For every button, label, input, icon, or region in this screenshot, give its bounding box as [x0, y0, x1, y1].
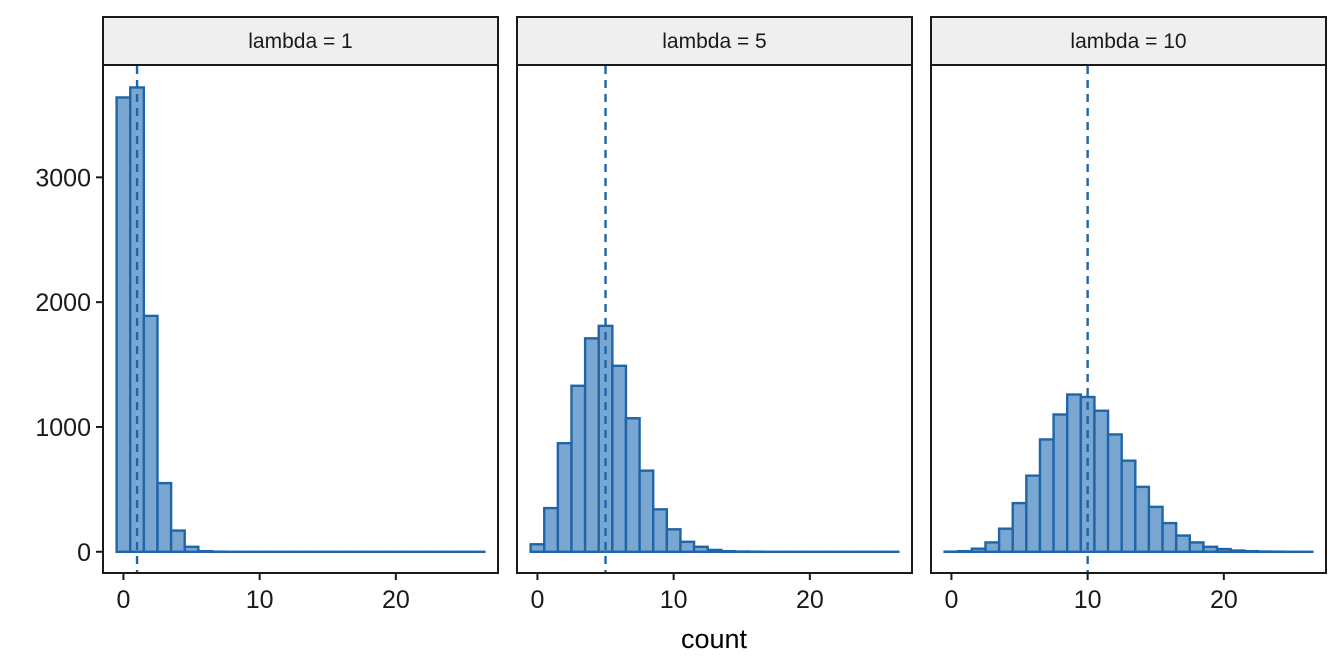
x-tick-label: 0	[944, 586, 958, 614]
histogram-bar	[1174, 534, 1191, 553]
histogram-bar	[1229, 549, 1246, 553]
x-tick-label: 10	[1074, 586, 1102, 614]
histogram-bar	[638, 469, 655, 553]
histogram-bar	[570, 384, 587, 553]
x-tick-label: 10	[660, 586, 688, 614]
y-axis: 0 1000 2000 3000	[35, 164, 103, 567]
y-tick-label: 0	[77, 539, 91, 567]
histogram-bar	[583, 337, 600, 553]
histogram-bar	[1215, 547, 1232, 553]
histogram-bar	[1066, 393, 1083, 553]
x-axis-title: count	[681, 624, 748, 654]
histogram-bar	[1202, 545, 1219, 553]
histogram-bar	[1038, 438, 1055, 553]
histogram-bar	[1052, 413, 1069, 553]
histogram-bar	[624, 417, 641, 553]
histogram-bar	[611, 364, 628, 553]
histogram-bar	[183, 545, 200, 553]
histogram-bar	[1120, 459, 1137, 553]
histogram-bar	[984, 541, 1001, 553]
histogram-bar	[1093, 409, 1110, 553]
facet-strip	[102, 16, 499, 66]
y-tick-label: 2000	[35, 289, 91, 317]
x-tick-label: 10	[246, 586, 274, 614]
histogram-bar	[706, 548, 723, 553]
x-tick-label: 0	[116, 586, 130, 614]
x-tick-label: 20	[1210, 586, 1238, 614]
facet-strip-label: lambda = 10	[1070, 30, 1186, 53]
y-tick-label: 1000	[35, 414, 91, 442]
histogram-bar	[1161, 521, 1178, 553]
x-tick-label: 0	[530, 586, 544, 614]
facet-panel: lambda = 10 0 10 20	[930, 16, 1327, 614]
facet-panel: lambda = 5 0 10 20	[516, 16, 913, 614]
histogram-bar	[115, 96, 132, 553]
histogram-bar	[1243, 549, 1260, 553]
histogram-bar	[957, 549, 974, 553]
histogram-bar	[665, 528, 682, 553]
histogram-bar	[720, 549, 737, 553]
histogram-bar	[1188, 541, 1205, 553]
histogram-bar	[156, 481, 173, 553]
histogram-bar	[1147, 505, 1164, 553]
histogram-bar	[1134, 485, 1151, 553]
x-tick-label: 20	[382, 586, 410, 614]
histogram-bar	[142, 314, 159, 553]
histogram-bar	[1106, 433, 1123, 553]
histogram-bar	[169, 529, 186, 553]
histogram-bar	[197, 549, 214, 553]
histogram-bar	[679, 540, 696, 553]
histogram-bar	[1011, 501, 1028, 553]
facet-strip-label: lambda = 1	[248, 30, 353, 53]
y-tick-label: 3000	[35, 164, 91, 192]
facet-strip-label: lambda = 5	[662, 30, 767, 53]
facet-panel: lambda = 1 0 10 20	[102, 16, 499, 614]
histogram-bar	[652, 508, 669, 553]
histogram-bar	[543, 506, 560, 553]
histogram-bar	[1025, 474, 1042, 553]
histogram-bar	[556, 441, 573, 553]
facet-strip	[930, 16, 1327, 66]
histogram-bar	[997, 527, 1014, 553]
x-tick-label: 20	[796, 586, 824, 614]
histogram-bar	[970, 547, 987, 553]
histogram-bar	[692, 545, 709, 553]
histogram-bar	[529, 543, 546, 553]
facet-strip	[516, 16, 913, 66]
